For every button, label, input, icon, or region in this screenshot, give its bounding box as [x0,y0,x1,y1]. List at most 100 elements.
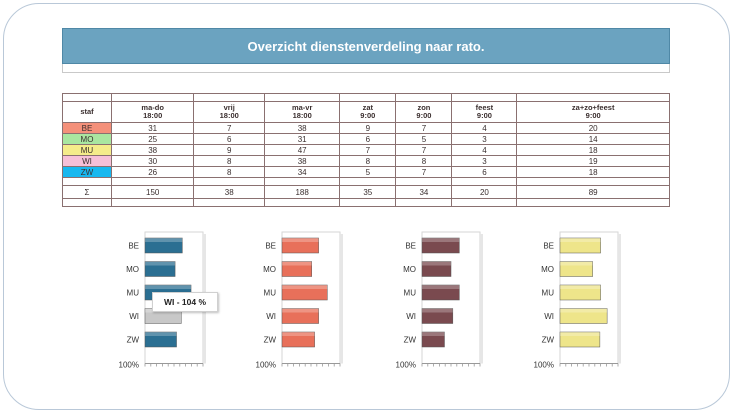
bar [559,308,608,324]
spacer-cell [395,198,453,207]
bar [421,331,445,348]
chart-callout: WI - 104 % [152,292,218,312]
column-header-time: 18:00 [219,111,239,120]
category-label: ZW [127,336,140,345]
spacer-cell [110,198,195,207]
page-title-text: Overzicht dienstenverdeling naar rato. [247,38,485,54]
table-row: MU 38 9 47 7 7 4 18 [62,144,670,156]
plot-shadow [480,234,483,364]
page-title: Overzicht dienstenverdeling naar rato. [62,28,670,64]
bar-gloss [560,332,600,336]
column-header-label: zat [362,103,373,112]
column-header-label: vrij [223,103,235,112]
bar-gloss [145,238,183,242]
bar [421,237,460,254]
category-label: WI [544,312,554,321]
bar-gloss [560,238,601,242]
bar-gloss [422,285,460,289]
bar-gloss [282,308,319,313]
bar-gloss [560,261,593,266]
category-label: MO [403,265,416,274]
column-header-label: ma-vr [291,103,313,112]
bar-gloss [282,238,319,242]
bar-gloss [282,332,315,336]
bar-gloss [282,285,328,289]
category-label: WI [406,312,416,321]
category-label: MO [541,265,554,274]
category-label: BE [543,242,554,251]
category-label: MO [126,265,139,274]
bar-gloss [145,285,192,289]
table-row: WI 30 8 38 8 8 3 19 [62,155,670,167]
spacer-cell [516,198,670,207]
callout-text: WI - 104 % [163,297,207,307]
column-header-label: ma-do [141,103,164,112]
column-header: ma-vr 18:00 [264,101,341,123]
bar [281,331,315,348]
bar [559,284,601,301]
bar-gloss [282,261,312,266]
column-header-label: zon [417,103,431,112]
bar [559,237,601,254]
column-header: feest 9:00 [451,101,518,123]
category-label: BE [128,242,139,251]
bar-chart-3: BE MO MU WI ZW 100% [396,231,483,370]
column-header-time: 9:00 [585,111,601,120]
bar-gloss [145,332,177,336]
category-label: BE [265,242,276,251]
bar [281,237,319,254]
axis-bottom-label: 100% [396,361,416,370]
table-row: MO 25 6 31 6 5 3 14 [62,133,670,145]
spacer-cell [451,198,518,207]
bar [281,261,312,277]
category-label: ZW [542,336,555,345]
bar [421,284,460,301]
column-header-label: feest [475,103,494,112]
bar-gloss [560,308,608,313]
column-header-time: 18:00 [292,111,312,120]
bar-chart-4: BE MO MU WI ZW 100% [534,231,621,370]
axis-bottom-label: 100% [534,361,554,370]
bar-gloss [422,261,451,266]
table-row: BE 31 7 38 9 7 4 20 [62,122,670,134]
table-spacer-row [62,198,670,207]
plot-shadow [340,234,343,364]
category-label: BE [405,242,416,251]
plot-shadow [618,234,621,364]
table-row: ZW 26 8 34 5 7 6 18 [62,166,670,178]
axis-bottom-label: 100% [256,361,276,370]
table-header-row: staf ma-do 18:00 vrij 18:00 ma-vr 18:00 zat 9:00… [62,101,670,123]
bar [144,331,177,348]
category-label: MU [542,289,555,298]
category-label: MU [404,289,417,298]
distribution-table: staf ma-do 18:00 vrij 18:00 ma-vr 18:00 zat 9:00… [62,93,670,207]
title-underbar [62,64,670,73]
bar [144,237,183,254]
bar-gloss [560,285,601,289]
axis-bottom-label: 100% [119,361,139,370]
bar-gloss [422,332,445,336]
bar [421,261,452,277]
column-header-time: 9:00 [360,111,376,120]
bar [421,308,454,324]
bar [559,331,601,348]
bar-chart-2: BE MO MU WI ZW 100% [256,231,343,370]
category-label: ZW [404,336,417,345]
category-label: WI [266,312,276,321]
category-label: MU [264,289,277,298]
bar-gloss [422,238,460,242]
category-label: ZW [264,336,277,345]
column-header-time: 18:00 [143,111,163,120]
bar [559,261,593,277]
bar [281,308,319,324]
bar [281,284,328,301]
category-label: MO [263,265,276,274]
column-header-time: 9:00 [416,111,432,120]
table-sum-row: Σ 150 38 188 35 34 20 89 [62,185,670,199]
column-header-time: 9:00 [476,111,492,120]
bar-gloss [145,261,176,266]
column-header-label: za+zo+feest [571,103,615,112]
bar [144,261,176,277]
bar-gloss [422,308,453,313]
